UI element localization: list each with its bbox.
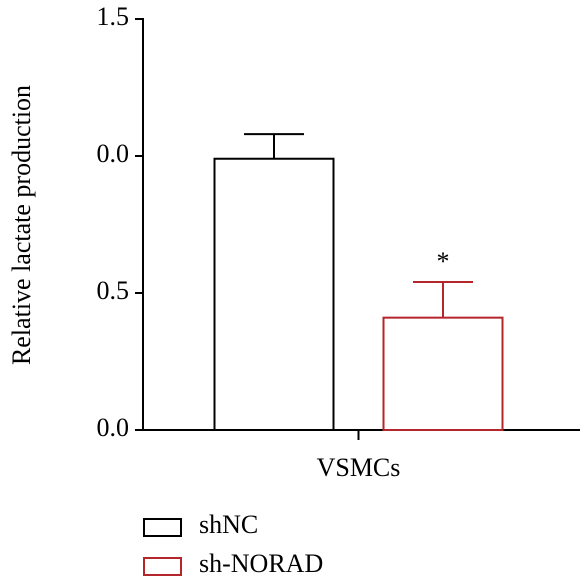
y-tick-label: 1.5 bbox=[97, 2, 130, 31]
y-axis-label: Relative lactate production bbox=[7, 85, 36, 365]
legend-label: sh-NORAD bbox=[199, 549, 323, 578]
bar bbox=[213, 157, 335, 432]
x-tick-label: VSMCs bbox=[317, 453, 401, 482]
y-tick-label: 0.5 bbox=[97, 276, 130, 305]
annotation: * bbox=[437, 247, 450, 276]
legend-swatch bbox=[143, 557, 182, 576]
legend-swatch bbox=[143, 518, 182, 537]
bar bbox=[382, 316, 504, 431]
legend-label: shNC bbox=[199, 510, 258, 539]
y-tick-label: 0.0 bbox=[97, 139, 130, 168]
y-tick-label: 0.0 bbox=[97, 413, 130, 442]
